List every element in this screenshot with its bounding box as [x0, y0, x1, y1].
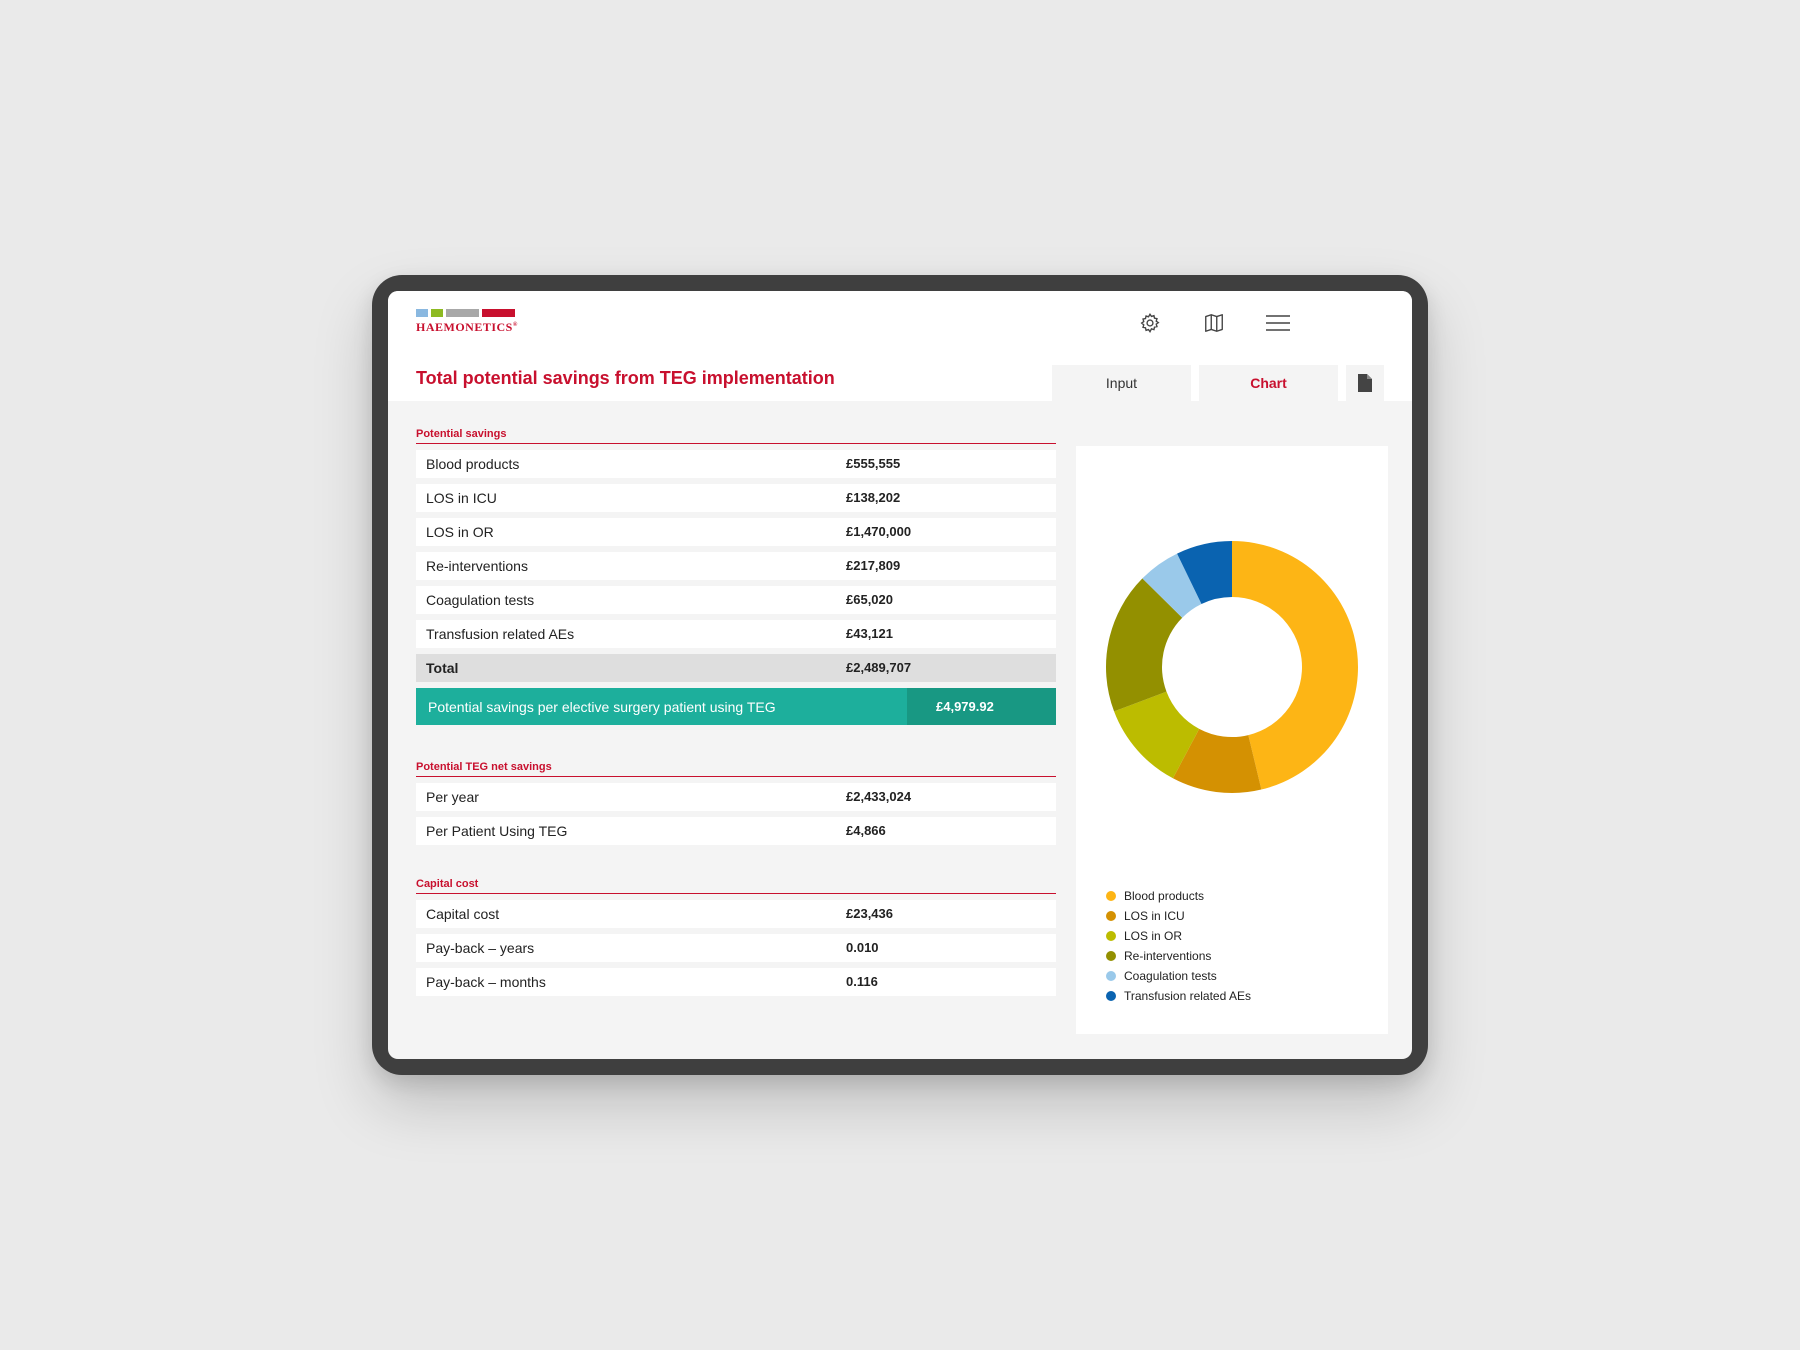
donut-slice-transfusion-related-aes[interactable] — [1177, 541, 1232, 605]
row-value: £217,809 — [846, 558, 901, 573]
donut-slice-re-interventions[interactable] — [1106, 578, 1183, 712]
table-row: LOS in ICU £138,202 — [416, 484, 1056, 512]
row-label: Coagulation tests — [426, 592, 535, 608]
legend-item: LOS in OR — [1106, 926, 1251, 946]
tab-input[interactable]: Input — [1052, 365, 1191, 401]
table-row: Re-interventions £217,809 — [416, 552, 1056, 580]
row-label: Capital cost — [426, 906, 500, 922]
potential-savings-section: Potential savings Blood products £555,55… — [416, 428, 1056, 725]
donut-slice-los-in-icu[interactable] — [1172, 728, 1262, 793]
table-row: Per year £2,433,024 — [416, 783, 1056, 811]
per-patient-value-box — [907, 688, 1056, 725]
row-value: 0.010 — [846, 940, 879, 955]
donut-chart — [1106, 541, 1358, 793]
row-label: LOS in OR — [426, 524, 494, 540]
gear-icon — [1140, 313, 1160, 334]
legend-label: Coagulation tests — [1124, 969, 1217, 983]
table-row: Per Patient Using TEG £4,866 — [416, 817, 1056, 845]
row-value: £4,866 — [846, 823, 886, 838]
row-value: £23,436 — [846, 906, 893, 921]
table-row: LOS in OR £1,470,000 — [416, 518, 1056, 546]
row-label: Pay-back – months — [426, 974, 546, 990]
tablet-frame: HAEMONETICS® — [372, 275, 1428, 1075]
map-button[interactable] — [1198, 307, 1230, 339]
legend-item: LOS in ICU — [1106, 906, 1251, 926]
section-heading: Capital cost — [416, 878, 1056, 894]
total-value: £2,489,707 — [846, 660, 912, 675]
logo-text: HAEMONETICS® — [416, 320, 518, 334]
tab-chart[interactable]: Chart — [1199, 365, 1338, 401]
net-savings-section: Potential TEG net savings Per year £2,43… — [416, 761, 1056, 845]
map-icon — [1205, 314, 1223, 332]
donut-slice-los-in-or[interactable] — [1114, 691, 1200, 779]
legend-item: Coagulation tests — [1106, 966, 1251, 986]
section-heading: Potential TEG net savings — [416, 761, 1056, 777]
per-patient-savings-value: £4,979.92 — [936, 699, 994, 714]
row-value: £43,121 — [846, 626, 893, 641]
legend-swatch — [1106, 991, 1116, 1001]
legend-label: LOS in ICU — [1124, 909, 1185, 923]
table-row: Coagulation tests £65,020 — [416, 586, 1056, 614]
legend-swatch — [1106, 951, 1116, 961]
page-title: Total potential savings from TEG impleme… — [416, 368, 835, 388]
row-label: Re-interventions — [426, 558, 528, 574]
row-label: Pay-back – years — [426, 940, 535, 956]
row-label: Per year — [426, 789, 479, 805]
legend-label: Blood products — [1124, 889, 1205, 903]
menu-button[interactable] — [1262, 307, 1294, 339]
document-icon — [1358, 374, 1372, 392]
table-row: Pay-back – years 0.010 — [416, 934, 1056, 962]
hamburger-menu-icon — [1266, 315, 1290, 331]
row-value: 0.116 — [846, 974, 878, 989]
legend-label: Re-interventions — [1124, 949, 1212, 963]
table-row: Pay-back – months 0.116 — [416, 968, 1056, 996]
legend-label: Transfusion related AEs — [1124, 989, 1251, 1003]
chart-legend: Blood products LOS in ICU LOS in OR Re-inte… — [1106, 886, 1251, 1006]
row-value: £65,020 — [846, 592, 893, 607]
table-row: Transfusion related AEs £43,121 — [416, 620, 1056, 648]
legend-swatch — [1106, 971, 1116, 981]
row-label: Blood products — [426, 456, 520, 472]
per-patient-savings-label: Potential savings per elective surgery p… — [428, 699, 776, 715]
row-value: £555,555 — [846, 456, 901, 471]
row-value: £138,202 — [846, 490, 901, 505]
row-label: Per Patient Using TEG — [426, 823, 568, 839]
logo-bar-gray — [446, 309, 479, 317]
section-heading: Potential savings — [416, 428, 1056, 444]
app-screen: HAEMONETICS® — [388, 291, 1412, 1059]
chart-panel: Blood products LOS in ICU LOS in OR Re-inte… — [1076, 446, 1388, 1034]
logo-bar-red — [482, 309, 515, 317]
row-label: Transfusion related AEs — [426, 626, 575, 642]
legend-item: Blood products — [1106, 886, 1251, 906]
settings-button[interactable] — [1134, 307, 1166, 339]
legend-label: LOS in OR — [1124, 929, 1183, 943]
table-row: Capital cost £23,436 — [416, 900, 1056, 928]
legend-swatch — [1106, 911, 1116, 921]
total-row: Total £2,489,707 — [416, 654, 1056, 682]
top-bar: HAEMONETICS® — [388, 291, 1412, 401]
row-label: LOS in ICU — [426, 490, 497, 506]
per-patient-savings-row: Potential savings per elective surgery p… — [416, 688, 1056, 725]
row-value: £1,470,000 — [846, 524, 912, 539]
capital-cost-section: Capital cost Capital cost £23,436 Pay-ba… — [416, 878, 1056, 996]
logo-bar-green — [431, 309, 443, 317]
legend-item: Transfusion related AEs — [1106, 986, 1251, 1006]
legend-item: Re-interventions — [1106, 946, 1251, 966]
donut-slice-blood-products[interactable] — [1232, 541, 1358, 790]
row-value: £2,433,024 — [846, 789, 912, 804]
donut-slice-coagulation-tests[interactable] — [1142, 553, 1202, 618]
legend-swatch — [1106, 931, 1116, 941]
haemonetics-logo[interactable]: HAEMONETICS® — [416, 309, 518, 335]
logo-color-bars — [416, 309, 518, 317]
logo-bar-blue — [416, 309, 428, 317]
document-button[interactable] — [1346, 365, 1384, 401]
legend-swatch — [1106, 891, 1116, 901]
total-label: Total — [426, 660, 459, 676]
table-row: Blood products £555,555 — [416, 450, 1056, 478]
